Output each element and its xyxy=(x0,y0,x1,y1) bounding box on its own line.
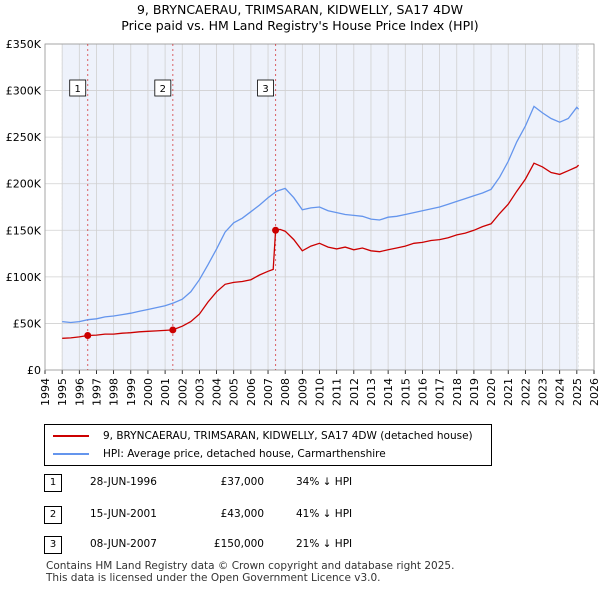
y-tick-label: £300K xyxy=(6,85,42,98)
x-tick-label: 2019 xyxy=(468,378,481,406)
x-tick-label: 2012 xyxy=(348,378,361,406)
x-tick-label: 2016 xyxy=(416,378,429,406)
x-tick-label: 2024 xyxy=(554,378,567,406)
x-tick-label: 1996 xyxy=(73,378,86,406)
y-tick-label: £250K xyxy=(6,131,42,144)
sale-label-box xyxy=(69,79,87,97)
property-price-line xyxy=(62,162,580,339)
x-tick-label: 2022 xyxy=(519,378,532,406)
x-tick-label: 1995 xyxy=(56,378,69,406)
y-tick-label: £50K xyxy=(13,317,42,330)
x-tick-label: 1999 xyxy=(125,378,138,406)
y-tick-label: £100K xyxy=(6,271,42,284)
legend: 9, BRYNCAERAU, TRIMSARAN, KIDWELLY, SA17… xyxy=(44,424,492,466)
x-tick-label: 2025 xyxy=(571,378,584,406)
legend-swatch-property xyxy=(53,435,89,437)
legend-item-hpi: HPI: Average price, detached house, Carm… xyxy=(53,446,386,462)
sale-number-badge: 3 xyxy=(44,536,62,554)
x-tick-label: 2006 xyxy=(245,378,258,406)
x-tick-label: 2001 xyxy=(159,378,172,406)
plot-border xyxy=(44,43,595,371)
no-data-region xyxy=(45,44,63,370)
sale-row: 1 28-JUN-1996 £37,000 34% ↓ HPI xyxy=(44,474,484,492)
x-tick-label: 2010 xyxy=(314,378,327,406)
x-tick-label: 2007 xyxy=(262,378,275,406)
no-data-region xyxy=(578,44,594,370)
sale-number-badge: 1 xyxy=(44,474,62,492)
sale-label: 3 xyxy=(262,84,268,95)
sale-hpi-diff: 21% ↓ HPI xyxy=(296,538,353,550)
sale-label-box xyxy=(154,79,172,97)
x-tick-label: 2015 xyxy=(399,378,412,406)
x-tick-label: 2011 xyxy=(331,378,344,406)
x-tick-label: 2020 xyxy=(485,378,498,406)
x-tick-label: 1994 xyxy=(39,378,52,406)
x-tick-label: 2013 xyxy=(365,378,378,406)
footer-copyright: Contains HM Land Registry data © Crown c… xyxy=(46,560,455,572)
legend-label-property: 9, BRYNCAERAU, TRIMSARAN, KIDWELLY, SA17… xyxy=(103,430,473,442)
sale-date: 08-JUN-2007 xyxy=(90,538,157,550)
sale-label: 1 xyxy=(75,84,81,95)
x-tick-label: 2005 xyxy=(228,378,241,406)
sale-price: £43,000 xyxy=(220,508,264,520)
sale-price: £150,000 xyxy=(213,538,264,550)
sale-hpi-diff: 34% ↓ HPI xyxy=(296,476,353,488)
x-tick-label: 2017 xyxy=(434,378,447,406)
legend-item-property: 9, BRYNCAERAU, TRIMSARAN, KIDWELLY, SA17… xyxy=(53,428,473,444)
x-tick-label: 2014 xyxy=(382,378,395,406)
chart-subtitle: Price paid vs. HM Land Registry's House … xyxy=(121,18,479,33)
sale-label-box xyxy=(257,79,274,97)
sale-point xyxy=(84,332,92,340)
x-tick-label: 2009 xyxy=(296,378,309,406)
legend-label-hpi: HPI: Average price, detached house, Carm… xyxy=(103,448,386,460)
y-tick-label: £350K xyxy=(6,38,42,51)
sale-date: 15-JUN-2001 xyxy=(90,508,157,520)
x-tick-label: 2023 xyxy=(537,378,550,406)
sale-label: 2 xyxy=(160,84,166,95)
x-tick-label: 1997 xyxy=(90,378,103,406)
sale-row: 3 08-JUN-2007 £150,000 21% ↓ HPI xyxy=(44,536,484,554)
x-tick-label: 2002 xyxy=(176,378,189,406)
chart-title: 9, BRYNCAERAU, TRIMSARAN, KIDWELLY, SA17… xyxy=(136,2,464,17)
footer-licence: This data is licensed under the Open Gov… xyxy=(46,572,381,584)
sale-date: 28-JUN-1996 xyxy=(90,476,157,488)
sale-row: 2 15-JUN-2001 £43,000 41% ↓ HPI xyxy=(44,506,484,524)
x-tick-label: 2008 xyxy=(279,378,292,406)
x-tick-label: 1998 xyxy=(108,378,121,406)
price-chart: £0 £50K £100K £150K £200K £250K £300K £350K 1994… xyxy=(6,38,600,406)
sale-point xyxy=(272,226,280,234)
y-tick-label: £0 xyxy=(27,364,41,377)
sale-point xyxy=(169,326,177,334)
x-tick-label: 2018 xyxy=(451,378,464,406)
legend-swatch-hpi xyxy=(53,453,89,455)
sale-number-badge: 2 xyxy=(44,506,62,524)
hpi-line xyxy=(62,105,580,324)
x-tick-label: 2000 xyxy=(142,378,155,406)
sale-price: £37,000 xyxy=(220,476,264,488)
x-tick-label: 2003 xyxy=(193,378,206,406)
x-tick-label: 2026 xyxy=(588,378,600,406)
y-tick-label: £150K xyxy=(6,224,42,237)
y-tick-label: £200K xyxy=(6,178,42,191)
x-tick-label: 2004 xyxy=(211,378,224,406)
x-tick-label: 2021 xyxy=(502,378,515,406)
sale-hpi-diff: 41% ↓ HPI xyxy=(296,508,353,520)
